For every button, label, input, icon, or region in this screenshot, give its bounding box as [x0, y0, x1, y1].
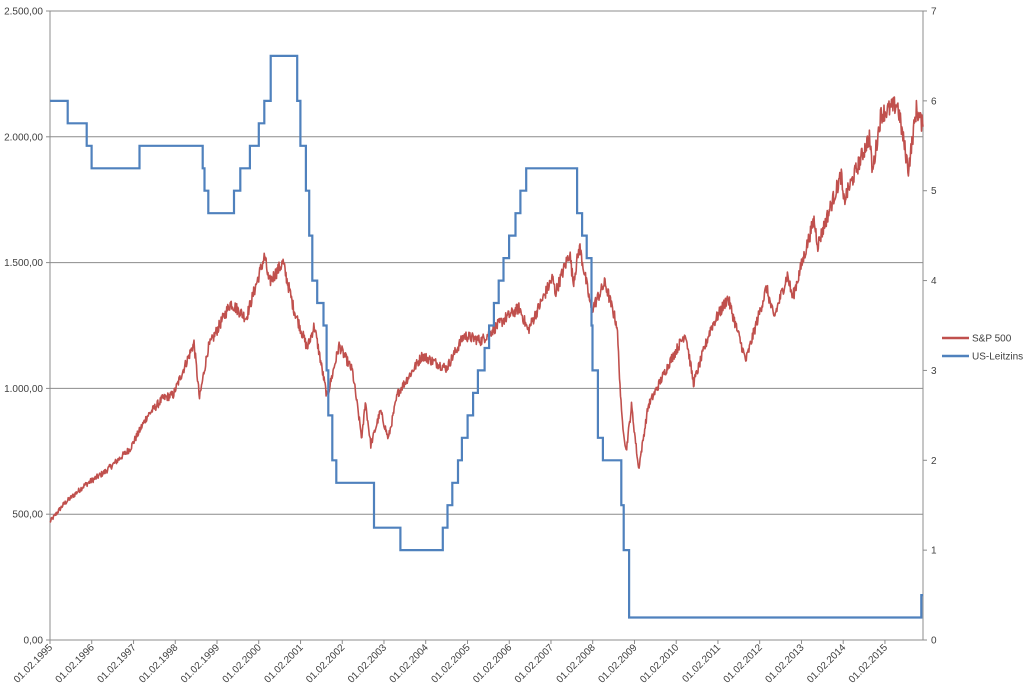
- legend-label: S&P 500: [972, 334, 1012, 345]
- x-tick-label: 01.02.1995: [12, 642, 55, 685]
- x-tick-label: 01.02.2005: [429, 642, 472, 685]
- y-axis-right-ticks: 0 1 2 3 4 5 6 7: [923, 7, 937, 647]
- y-left-tick-label: 500,00: [12, 510, 43, 521]
- x-tick-label: 01.02.2010: [638, 642, 681, 685]
- legend-label: US-Leitzins: [972, 352, 1023, 363]
- y-left-tick-label: 2.000,00: [4, 132, 43, 143]
- x-tick-label: 01.02.2009: [596, 642, 639, 685]
- y-right-tick-label: 2: [931, 456, 937, 467]
- x-tick-label: 01.02.2015: [847, 642, 890, 685]
- x-tick-label: 01.02.2013: [763, 642, 806, 685]
- x-tick-label: 01.02.2012: [722, 642, 765, 685]
- x-tick-label: 01.02.1999: [179, 642, 222, 685]
- x-tick-label: 01.02.2000: [221, 642, 264, 685]
- x-tick-label: 01.02.2002: [304, 642, 347, 685]
- y-left-tick-label: 2.500,00: [4, 7, 43, 18]
- series-lines: [49, 54, 924, 619]
- x-tick-label: 01.02.1998: [137, 642, 180, 685]
- y-right-tick-label: 5: [931, 186, 937, 197]
- x-tick-label: 01.02.2011: [680, 642, 723, 685]
- axes: [49, 11, 924, 641]
- x-tick-label: 01.02.2006: [471, 642, 514, 685]
- gridlines: [50, 10, 923, 515]
- y-right-tick-label: 3: [931, 366, 937, 377]
- x-tick-label: 01.02.2008: [555, 642, 598, 685]
- series-line-leitzins: [50, 54, 923, 619]
- y-axis-left-ticks: 0,00 500,00 1.000,00 1.500,00 2.000,00 2.500,…: [4, 7, 50, 647]
- y-left-tick-label: 1.000,00: [4, 384, 43, 395]
- y-right-tick-label: 1: [931, 546, 937, 557]
- y-right-tick-label: 6: [931, 96, 937, 107]
- x-tick-label: 01.02.2003: [346, 642, 389, 685]
- x-axis-ticks: 01.02.199501.02.199601.02.199701.02.1998…: [12, 640, 890, 686]
- x-tick-label: 01.02.2014: [805, 642, 848, 685]
- x-tick-label: 01.02.1997: [95, 642, 138, 685]
- x-tick-label: 01.02.2001: [262, 642, 305, 685]
- y-right-tick-label: 0: [931, 636, 937, 647]
- series-line-sp500: [49, 96, 924, 523]
- x-tick-label: 01.02.2004: [388, 642, 431, 685]
- y-left-tick-label: 0,00: [24, 636, 44, 647]
- legend: S&P 500 US-Leitzins: [942, 334, 1023, 363]
- x-tick-label: 01.02.2007: [513, 642, 556, 685]
- y-left-tick-label: 1.500,00: [4, 258, 43, 269]
- y-right-tick-label: 7: [931, 7, 937, 18]
- x-tick-label: 01.02.1996: [54, 642, 97, 685]
- y-right-tick-label: 4: [931, 276, 937, 287]
